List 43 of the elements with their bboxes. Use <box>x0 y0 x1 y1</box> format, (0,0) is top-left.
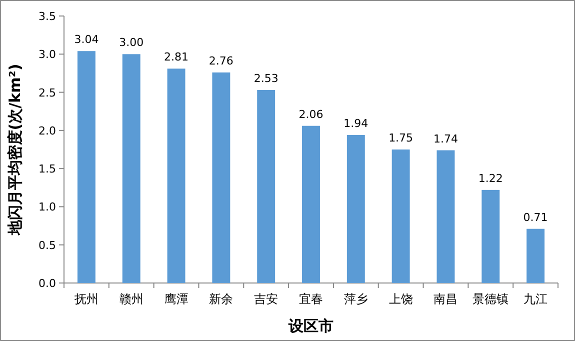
data-label: 1.22 <box>478 172 503 185</box>
data-label: 2.06 <box>298 108 324 121</box>
data-label: 2.81 <box>164 50 189 64</box>
x-tick-label: 上饶 <box>388 292 413 306</box>
data-label: 0.71 <box>523 210 548 224</box>
bar <box>482 190 500 283</box>
bar <box>526 228 545 283</box>
bar <box>212 72 230 283</box>
x-tick-label: 南昌 <box>434 292 458 306</box>
bar <box>122 54 140 283</box>
bar <box>346 135 365 283</box>
bar <box>392 150 410 283</box>
x-tick-label: 吉安 <box>254 292 278 306</box>
bar <box>77 51 96 283</box>
y-tick-label: 1.5 <box>38 162 56 176</box>
y-tick-label: 2.0 <box>38 124 56 138</box>
x-tick-label: 赣州 <box>119 292 144 306</box>
bar <box>302 126 320 283</box>
x-tick-label: 萍乡 <box>344 292 368 306</box>
x-tick-label: 抚州 <box>73 292 98 306</box>
data-label: 3.00 <box>119 36 144 50</box>
x-axis-title: 设区市 <box>288 317 334 335</box>
y-tick-label: 0.5 <box>38 238 56 252</box>
x-tick-label: 鹰潭 <box>164 292 188 306</box>
data-label: 2.76 <box>208 54 234 68</box>
y-tick-label: 3.5 <box>38 10 56 23</box>
y-tick-label: 2.5 <box>38 86 56 100</box>
data-label: 1.75 <box>388 132 414 144</box>
y-tick-label: 1.0 <box>38 200 56 214</box>
data-label: 1.94 <box>344 117 368 130</box>
data-label: 2.53 <box>254 72 278 85</box>
bar <box>257 90 276 283</box>
y-tick-label: 3.0 <box>38 48 56 62</box>
data-label: 3.04 <box>74 33 99 46</box>
x-tick-label: 新余 <box>209 292 234 306</box>
x-tick-label: 景德镇 <box>472 292 509 306</box>
x-tick-label: 九江 <box>524 292 548 306</box>
bar <box>436 150 455 283</box>
bar <box>167 68 186 283</box>
y-axis-title: 地闪月平均密度(次/km²) <box>6 64 24 236</box>
x-tick-label: 宜春 <box>299 292 323 306</box>
data-label: 1.74 <box>433 132 458 146</box>
y-tick-label: 0.0 <box>38 277 56 290</box>
